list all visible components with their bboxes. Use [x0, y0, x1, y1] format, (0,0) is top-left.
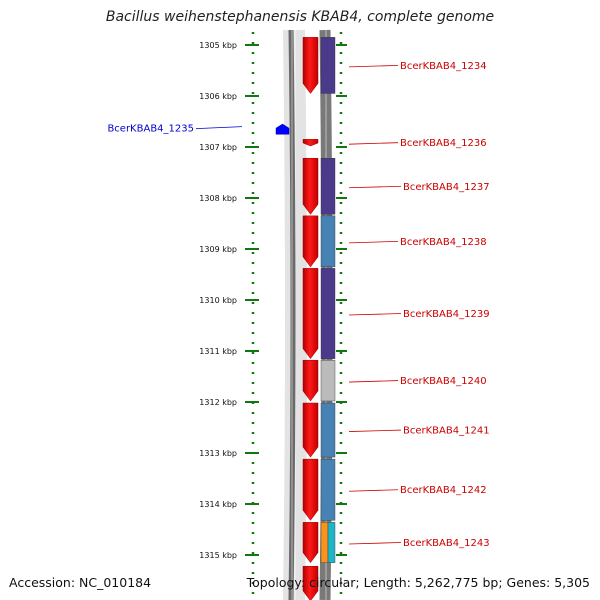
gene-label-leader	[195, 126, 243, 130]
gene-label-leader	[348, 142, 399, 145]
cog-block-blue	[320, 458, 336, 521]
gene-label-BcerKBAB4_1238: BcerKBAB4_1238	[400, 237, 487, 248]
gene-label-BcerKBAB4_1243: BcerKBAB4_1243	[403, 538, 490, 549]
ruler-tick-label: 1305 kbp	[199, 41, 237, 50]
gene-label-leader	[348, 542, 402, 545]
cog-block-purple	[320, 37, 336, 94]
genome-title: Bacillus weihenstephanensis KBAB4, compl…	[105, 9, 495, 25]
gene-label-BcerKBAB4_1235: BcerKBAB4_1235	[107, 124, 194, 135]
gene-arrow	[302, 139, 319, 147]
genome-backbone	[288, 29, 296, 600]
gene-label-leader	[348, 240, 399, 244]
ruler: 1305 kbp 1306 kbp 1307 kbp 1308 kbp 1309 kbp…	[199, 32, 347, 600]
gene-arrow	[302, 359, 319, 402]
gene-label-BcerKBAB4_1240: BcerKBAB4_1240	[400, 376, 487, 387]
gene-labels: BcerKBAB4_1234 BcerKBAB4_1235 BcerKBAB4_12…	[107, 61, 489, 549]
ruler-tick-label: 1310 kbp	[199, 296, 237, 305]
gene-label-leader	[348, 65, 399, 68]
gene-arrow	[302, 402, 319, 458]
cog-block-orange	[320, 522, 329, 563]
gene-label-BcerKBAB4_1242: BcerKBAB4_1242	[400, 485, 487, 496]
gene-label-leader	[348, 185, 402, 189]
gene-label-leader	[348, 489, 399, 492]
gene-label-leader	[348, 313, 402, 316]
gene-label-BcerKBAB4_1236: BcerKBAB4_1236	[400, 138, 487, 149]
cog-block-purple	[320, 268, 336, 359]
gene-arrow	[302, 458, 319, 521]
gene-label-BcerKBAB4_1239: BcerKBAB4_1239	[403, 309, 490, 320]
ruler-tick-label: 1315 kbp	[199, 551, 237, 560]
gene-label-leader	[348, 380, 399, 383]
ruler-tick-label: 1312 kbp	[199, 398, 237, 407]
cog-block-gray	[320, 359, 336, 402]
gene-arrow	[302, 37, 319, 94]
accession-text: Accession: NC_010184	[9, 575, 152, 590]
gene-arrow	[302, 215, 319, 268]
gene-arrow	[302, 522, 319, 564]
gene-label-leader	[348, 429, 402, 432]
gene-track	[275, 37, 319, 600]
ruler-tick-label: 1313 kbp	[199, 449, 237, 458]
gene-label-BcerKBAB4_1241: BcerKBAB4_1241	[403, 426, 490, 437]
ruler-tick-label: 1314 kbp	[199, 500, 237, 509]
ruler-tick-label: 1311 kbp	[199, 347, 237, 356]
gene-label-BcerKBAB4_1237: BcerKBAB4_1237	[403, 182, 490, 193]
cog-block-blue	[320, 215, 336, 268]
cog-block-purple	[320, 158, 336, 215]
ruler-tick-label: 1306 kbp	[199, 92, 237, 101]
ruler-tick-label: 1308 kbp	[199, 194, 237, 203]
gene-arrow	[302, 157, 319, 215]
gene-arrow	[302, 565, 319, 600]
cog-block-blue	[320, 402, 336, 458]
cog-track	[320, 37, 336, 563]
genome-summary-text: Topology: circular; Length: 5,262,775 bp…	[246, 575, 590, 590]
gene-label-BcerKBAB4_1234: BcerKBAB4_1234	[400, 61, 487, 72]
gene-arrow-forward	[275, 123, 290, 135]
ruler-tick-label: 1307 kbp	[199, 143, 237, 152]
gene-arrow	[302, 268, 319, 360]
cog-block-cyan	[327, 522, 336, 563]
gene-track-background	[283, 29, 307, 600]
ruler-tick-label: 1309 kbp	[199, 245, 237, 254]
